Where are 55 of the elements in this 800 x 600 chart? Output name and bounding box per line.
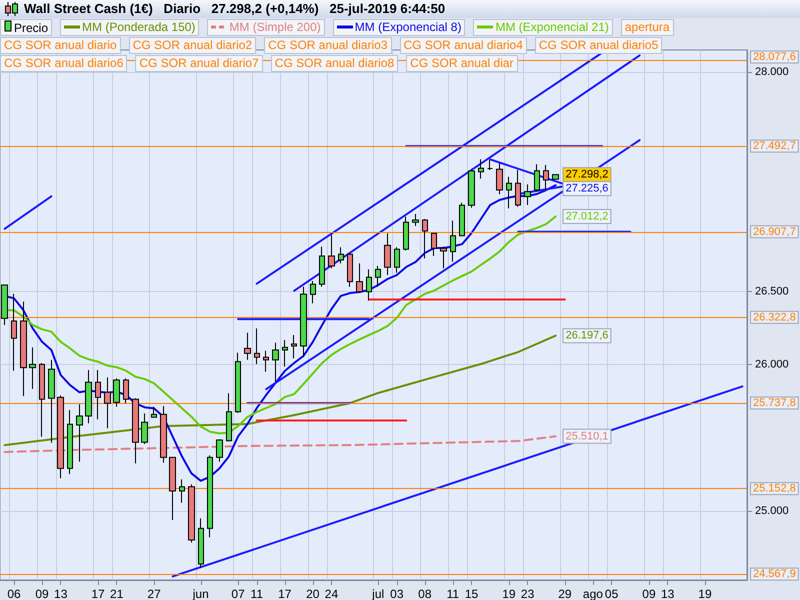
data-label: 27.012,2 xyxy=(566,210,608,222)
x-tick-label: 13 xyxy=(660,587,675,600)
annotation: CG SOR anual diario7 xyxy=(135,55,263,72)
y-tick-label: 26.500 xyxy=(755,285,789,298)
x-tick-label: 27 xyxy=(147,587,162,600)
x-tick-label: 29 xyxy=(558,587,572,600)
legend-label: MM (Simple 200) xyxy=(229,20,321,34)
x-tick-label: 15 xyxy=(464,587,479,600)
y-tick-label: 26.000 xyxy=(755,358,789,371)
annotation: CG SOR anual diario xyxy=(0,37,121,54)
annotation: CG SOR anual diario2 xyxy=(128,37,256,54)
legend-label: MM (Exponencial 8) xyxy=(354,20,462,34)
x-tick-label: 19 xyxy=(698,587,712,600)
ref-line-label: 25.152,8 xyxy=(753,482,796,495)
annotation: CG SOR anual diario8 xyxy=(270,55,398,72)
ref-line-label: 24.567,9 xyxy=(753,568,796,580)
text: 27.298,2 xyxy=(566,168,608,181)
x-tick-label: 09 xyxy=(642,587,656,600)
x-tick-label: 24 xyxy=(324,587,338,600)
x-tick-label: 20 xyxy=(306,587,320,600)
x-tick-label: 17 xyxy=(278,587,292,600)
x-tick-label: 07 xyxy=(231,587,246,600)
ref-line-label: 25.737,8 xyxy=(753,396,796,409)
ref-line-label: 27.492,7 xyxy=(753,140,796,152)
y-tick-label: 28.000 xyxy=(755,66,789,78)
x-tick-label: 09 xyxy=(35,587,50,600)
y-tick-label: 25.000 xyxy=(755,504,789,517)
annotation: CG SOR anual diario3 xyxy=(264,37,392,54)
chart-subtitle: Diario 27.298,2 (+0,14%) 25-jul-2019 6:44:50 xyxy=(162,0,446,18)
data-label: 25.510,1 xyxy=(566,430,608,442)
x-tick-label: 06 xyxy=(7,587,21,600)
legend-label: MM (Ponderada 150) xyxy=(82,20,196,34)
x-tick-label: 03 xyxy=(390,587,404,600)
data-label: 26.197,6 xyxy=(566,330,608,342)
x-tick-label: 13 xyxy=(54,587,68,600)
legend-label: Precio xyxy=(14,21,48,35)
data-label: 27.225,6 xyxy=(566,182,608,195)
ref-line-label: 28.077,6 xyxy=(753,50,796,63)
annotation: CG SOR anual diario6 xyxy=(0,55,128,72)
annotation: CG SOR anual diario4 xyxy=(400,37,527,54)
annotation: CG SOR anual diar xyxy=(406,55,518,72)
ref-line-label: 26.907,7 xyxy=(753,226,796,238)
x-tick-label: 11 xyxy=(446,587,460,600)
x-tick-label: 08 xyxy=(418,587,432,600)
x-tick-label: 11 xyxy=(250,587,264,600)
x-tick-label: 05 xyxy=(604,587,619,600)
x-tick-label: 19 xyxy=(502,587,516,600)
x-tick-label: 21 xyxy=(110,587,124,600)
text: apertura xyxy=(620,19,674,36)
annotation: CG SOR anual diario5 xyxy=(534,37,662,54)
ref-line-label: 26.322,8 xyxy=(753,311,796,324)
x-tick-label: 17 xyxy=(91,587,106,600)
x-tick-label: 23 xyxy=(520,587,535,600)
chart-title: Wall Street Cash (1€) xyxy=(24,0,153,18)
legend-label: MM (Exponencial 21) xyxy=(495,20,609,34)
